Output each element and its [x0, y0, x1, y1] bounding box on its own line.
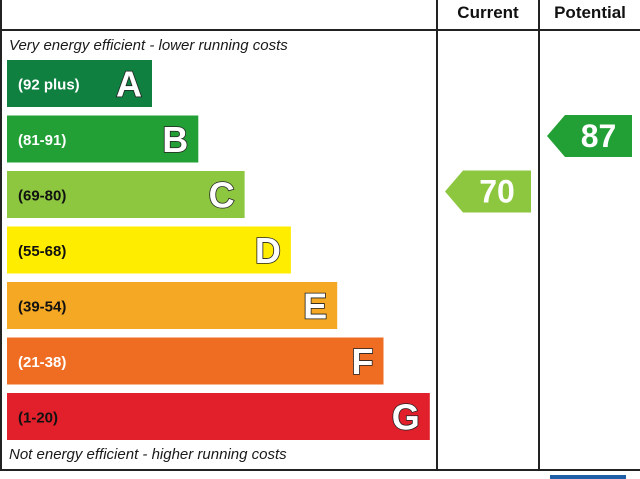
- band-letter: A: [116, 64, 142, 105]
- current-column-header: Current: [457, 3, 519, 22]
- band-bar: [7, 226, 291, 274]
- rating-arrows: 70 87: [445, 115, 632, 213]
- band-letter: E: [303, 286, 327, 327]
- band-c: (69-80) C: [7, 171, 245, 218]
- band-range-label: (69-80): [18, 188, 66, 205]
- potential-rating-arrow: 87: [547, 115, 632, 157]
- band-range-label: (39-54): [18, 299, 66, 316]
- band-d: (55-68) D: [7, 226, 291, 274]
- potential-rating-arrow-value: 87: [581, 118, 617, 154]
- bottom-efficiency-note: Not energy efficient - higher running co…: [9, 446, 287, 463]
- band-bar: [7, 282, 338, 329]
- potential-rating-arrow-shape: [547, 115, 632, 157]
- band-letter: B: [162, 119, 188, 160]
- potential-column-header: Potential: [554, 3, 626, 22]
- band-f: (21-38) F: [7, 337, 384, 385]
- band-bar: [7, 115, 199, 163]
- band-range-label: (81-91): [18, 132, 66, 149]
- current-rating-arrow: 70: [445, 170, 531, 213]
- band-bar: [7, 393, 430, 440]
- band-range-label: (55-68): [18, 243, 66, 260]
- band-letter: D: [255, 230, 281, 271]
- band-range-label: (21-38): [18, 354, 66, 371]
- corner-mark: [550, 475, 626, 479]
- band-bar: [7, 171, 245, 218]
- band-range-label: (92 plus): [18, 77, 80, 94]
- band-letter: G: [392, 397, 420, 438]
- band-g: (1-20) G: [7, 393, 430, 440]
- band-e: (39-54) E: [7, 282, 338, 329]
- top-efficiency-note: Very energy efficient - lower running co…: [9, 37, 288, 54]
- band-a: (92 plus) A: [7, 60, 152, 107]
- band-letter: F: [352, 341, 374, 382]
- band-bar: [7, 60, 152, 107]
- band-letter: C: [209, 175, 235, 216]
- band-bar: [7, 337, 384, 385]
- current-rating-arrow-value: 70: [479, 174, 515, 210]
- rating-bands: (92 plus) A (81-91) B (69-80) C (55-68) D (39-54…: [7, 60, 430, 440]
- band-range-label: (1-20): [18, 410, 58, 427]
- current-rating-arrow-shape: [445, 170, 531, 213]
- band-b: (81-91) B: [7, 115, 199, 163]
